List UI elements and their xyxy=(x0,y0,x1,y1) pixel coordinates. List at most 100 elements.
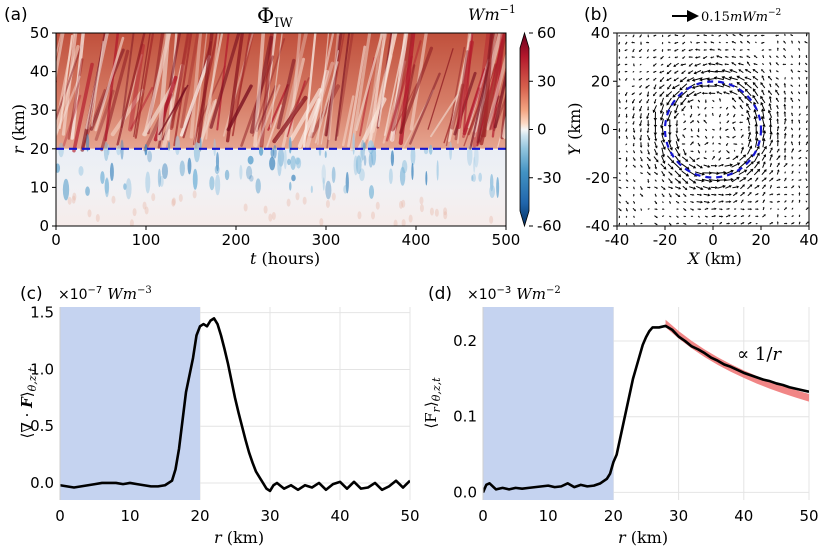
vector-arrow xyxy=(711,157,715,160)
vector-arrow xyxy=(733,56,736,58)
vector-arrow xyxy=(667,110,672,120)
vector-arrowhead xyxy=(718,34,721,37)
vector-arrowhead xyxy=(735,208,737,210)
vector-arrowhead xyxy=(742,143,744,145)
vector-arrowhead xyxy=(755,137,759,141)
vector-arrow xyxy=(726,135,729,138)
vector-arrowhead xyxy=(639,100,642,104)
vector-arrowhead xyxy=(763,199,765,202)
vector-arrowhead xyxy=(681,142,684,145)
x-tick-label: 0 xyxy=(708,231,718,249)
vector-arrowhead xyxy=(692,158,696,163)
vector-arrowhead xyxy=(806,221,809,224)
vector-arrow xyxy=(746,77,752,81)
vector-arrowhead xyxy=(647,181,650,184)
vector-arrowhead xyxy=(736,176,740,181)
heatmap-streak xyxy=(327,33,340,141)
vector-arrow xyxy=(746,83,752,89)
vector-arrowhead xyxy=(633,137,636,140)
vector-arrowhead xyxy=(677,159,681,164)
vector-arrowhead xyxy=(733,149,736,151)
vector-arrow xyxy=(769,84,772,88)
vector-arrowhead xyxy=(703,41,706,44)
vector-arrow xyxy=(661,70,665,73)
vector-arrow xyxy=(769,77,773,81)
vector-arrowhead xyxy=(798,199,801,202)
heatmap-blob xyxy=(178,193,183,202)
vector-arrow xyxy=(762,200,765,204)
vector-arrowhead xyxy=(756,177,759,180)
vector-arrowhead xyxy=(749,221,752,224)
vector-arrowhead xyxy=(669,147,673,151)
vector-arrow xyxy=(718,164,723,167)
vector-arrowhead xyxy=(702,63,705,67)
vector-arrow xyxy=(654,77,657,80)
vector-arrow xyxy=(791,34,794,37)
vector-arrowhead xyxy=(724,128,727,131)
x-tick-label: 40 xyxy=(330,507,349,525)
heatmap-blob xyxy=(187,157,192,175)
vector-arrowhead xyxy=(684,215,687,218)
x-tick-label: 40 xyxy=(734,507,753,525)
vector-arrowhead xyxy=(631,85,634,88)
heatmap-streak xyxy=(173,33,193,147)
colorbar-tick-label: -30 xyxy=(537,169,562,187)
vector-arrowhead xyxy=(653,78,656,81)
vector-arrowhead xyxy=(625,130,628,133)
vector-arrowhead xyxy=(667,41,670,44)
vector-arrow xyxy=(755,200,758,203)
vector-arrow xyxy=(688,90,695,96)
vector-arrowhead xyxy=(776,213,779,216)
heatmap-streak xyxy=(289,88,322,142)
vector-arrowhead xyxy=(640,209,643,211)
vector-arrowhead xyxy=(698,100,700,103)
vector-arrow xyxy=(682,63,687,66)
vector-arrowhead xyxy=(783,55,786,58)
vector-arrowhead xyxy=(678,186,682,190)
vector-arrow xyxy=(647,48,649,51)
vector-arrowhead xyxy=(632,144,635,147)
vector-arrow xyxy=(632,179,635,182)
vector-arrowhead xyxy=(804,41,807,44)
vector-arrowhead xyxy=(618,130,621,133)
vector-arrow xyxy=(733,200,737,203)
heatmap-blob xyxy=(428,144,433,155)
heatmap-streak xyxy=(198,33,224,152)
vector-arrow xyxy=(776,127,779,132)
vector-arrowhead xyxy=(706,84,710,88)
vector-arrowhead xyxy=(703,119,706,123)
vector-arrowhead xyxy=(726,107,728,110)
vector-arrowhead xyxy=(632,130,636,133)
vector-arrowhead xyxy=(688,49,691,52)
vector-arrowhead xyxy=(655,186,659,189)
vector-arrowhead xyxy=(757,208,759,211)
heatmap-streak xyxy=(430,93,459,138)
heatmap-blob xyxy=(295,157,302,169)
vector-arrow xyxy=(762,63,765,66)
vector-arrowhead xyxy=(805,163,808,165)
vector-arrowhead xyxy=(727,120,730,123)
heatmap-blob xyxy=(109,162,114,182)
vector-arrowhead xyxy=(748,214,751,217)
panel-d-ylabel: ⟨Fr⟩θ,z,t xyxy=(422,377,443,429)
vector-arrow xyxy=(776,164,780,168)
heatmap-blob xyxy=(363,155,367,166)
vector-arrow xyxy=(783,208,787,211)
vector-arrowhead xyxy=(805,105,808,108)
vector-arrowhead xyxy=(748,131,752,135)
vector-arrowhead xyxy=(691,120,695,123)
vector-arrowhead xyxy=(776,40,779,42)
vector-arrowhead xyxy=(761,75,764,78)
vector-arrow xyxy=(625,77,628,80)
vector-arrow xyxy=(783,56,787,59)
vector-arrow xyxy=(791,179,793,181)
heatmap-streak xyxy=(469,62,491,150)
vector-arrowhead xyxy=(625,42,627,45)
vector-arrowhead xyxy=(685,173,690,177)
vector-arrowhead xyxy=(647,166,651,170)
vector-arrowhead xyxy=(619,194,622,197)
vector-arrowhead xyxy=(661,132,665,136)
vector-arrow xyxy=(798,92,801,95)
vector-arrowhead xyxy=(689,115,692,118)
